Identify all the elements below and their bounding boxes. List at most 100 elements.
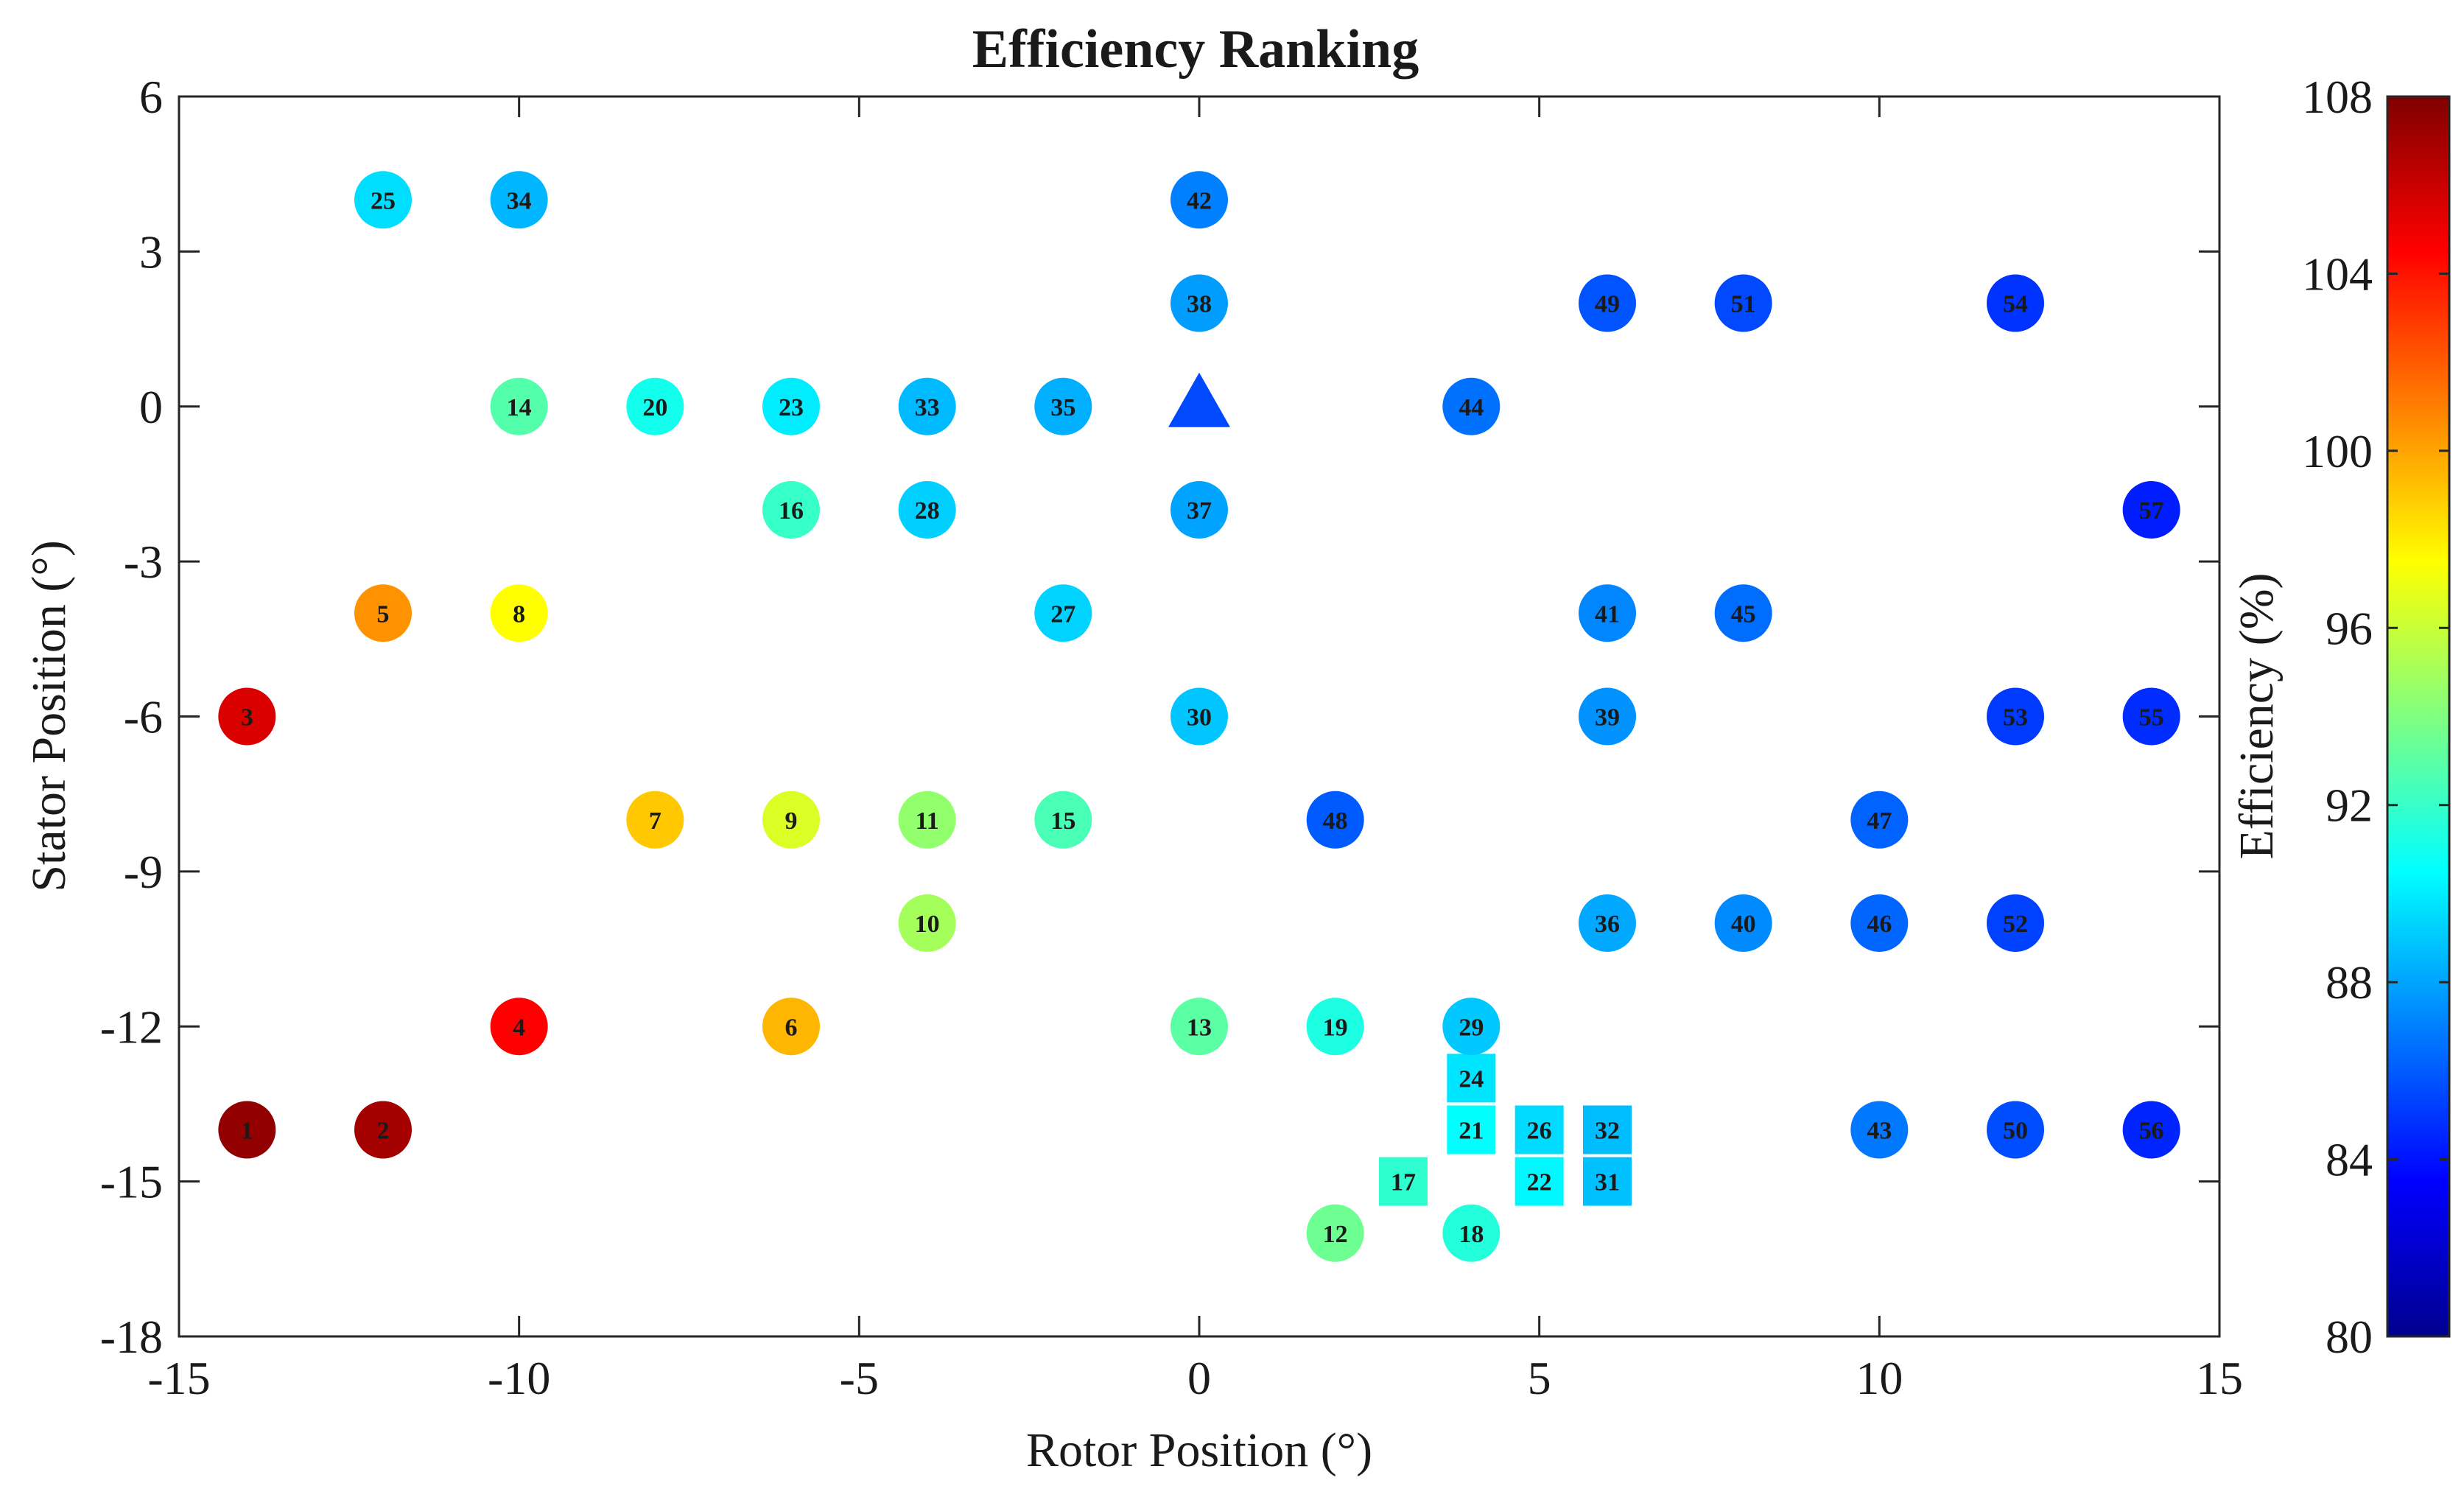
colorbar-tick-label: 96: [2326, 602, 2373, 654]
y-tick-label: -9: [124, 846, 163, 898]
data-point-circle: [1306, 998, 1364, 1056]
colorbar-axis: 80 84 88 92 96 100 104 108: [2302, 71, 2449, 1363]
y-tick-label: 6: [139, 71, 163, 123]
colorbar-tick-label: 108: [2302, 71, 2373, 123]
data-point-rank-label: 34: [507, 187, 532, 214]
data-point-rank-label: 19: [1323, 1014, 1348, 1041]
x-axis-label: Rotor Position (°): [1026, 1423, 1372, 1477]
data-point-rank-label: 47: [1867, 807, 1892, 835]
reference-triangle-marker: [1168, 372, 1230, 427]
data-point-rank-label: 31: [1595, 1169, 1620, 1196]
data-point-rank-label: 48: [1323, 807, 1348, 835]
data-point-rank-label: 41: [1595, 600, 1620, 628]
data-point-circle: [1442, 1204, 1500, 1262]
x-tick-label: -10: [488, 1352, 550, 1404]
data-point-circle: [354, 584, 412, 642]
y-tick-label: -18: [100, 1311, 163, 1363]
data-point-rank-label: 20: [642, 394, 667, 421]
data-point-rank-label: 51: [1731, 291, 1756, 318]
data-point-circle: [354, 171, 412, 229]
data-point-circle: [626, 377, 684, 435]
x-tick-label: 15: [2196, 1352, 2243, 1404]
data-point-rank-label: 14: [507, 394, 532, 421]
colorbar-tick-label: 84: [2326, 1134, 2373, 1186]
data-point-square: [1583, 1157, 1632, 1206]
data-point-circle: [1170, 274, 1228, 332]
data-point-rank-label: 42: [1187, 187, 1212, 214]
data-point-rank-label: 32: [1595, 1118, 1620, 1145]
data-point-circle: [2122, 687, 2180, 746]
data-point-rank-label: 28: [915, 497, 940, 525]
data-point-square: [1514, 1105, 1564, 1154]
colorbar-tick-label: 80: [2326, 1311, 2373, 1363]
data-point-circle: [1987, 894, 2044, 952]
y-tick-label: -6: [124, 691, 163, 743]
data-point-rank-label: 18: [1459, 1221, 1484, 1248]
colorbar-tick-label: 88: [2326, 956, 2373, 1009]
data-point-circle: [1987, 1101, 2044, 1159]
data-point-rank-label: 13: [1187, 1014, 1212, 1041]
data-point-rank-label: 35: [1050, 394, 1075, 421]
data-point-circle: [1579, 274, 1636, 332]
data-point-circle: [626, 791, 684, 849]
data-point-rank-label: 21: [1459, 1118, 1484, 1145]
data-point-rank-label: 56: [2139, 1118, 2164, 1145]
data-point-circle: [218, 687, 276, 746]
data-point-rank-label: 44: [1459, 394, 1484, 421]
data-point-circle: [1306, 791, 1364, 849]
data-point-rank-label: 53: [2003, 704, 2028, 732]
data-point-rank-label: 15: [1050, 807, 1075, 835]
data-point-square: [1447, 1054, 1496, 1103]
data-point-rank-label: 27: [1050, 600, 1075, 628]
data-point-rank-label: 17: [1391, 1169, 1416, 1196]
x-tick-label: 5: [1528, 1352, 1551, 1404]
data-point-circle: [1170, 998, 1228, 1056]
data-point-rank-label: 52: [2003, 911, 2028, 938]
colorbar-tick-label: 104: [2302, 248, 2373, 300]
data-point-circle: [1170, 481, 1228, 539]
data-point-circle: [898, 894, 956, 952]
data-point-rank-label: 7: [649, 807, 661, 835]
data-point-rank-label: 4: [513, 1014, 525, 1041]
data-point-rank-label: 30: [1187, 704, 1212, 732]
data-point-rank-label: 50: [2003, 1118, 2028, 1145]
data-point-circle: [2122, 1101, 2180, 1159]
y-tick-label: -15: [100, 1156, 163, 1208]
data-point-rank-label: 43: [1867, 1118, 1892, 1145]
data-point-circle: [1034, 377, 1092, 435]
data-point-rank-label: 45: [1731, 600, 1756, 628]
data-point-circle: [490, 377, 548, 435]
data-point-circle: [1714, 274, 1772, 332]
data-point-circle: [762, 377, 820, 435]
data-point-circle: [1987, 274, 2044, 332]
data-point-circle: [1850, 791, 1909, 849]
y-tick-label: -12: [100, 1000, 163, 1053]
y-axis-label: Stator Position (°): [22, 540, 76, 891]
data-point-rank-label: 3: [241, 704, 253, 732]
data-point-circle: [1170, 171, 1228, 229]
data-point-circle: [1579, 687, 1636, 746]
x-axis: -15 -10 -5 0 5 10 15: [147, 97, 2243, 1404]
data-point-rank-label: 1: [241, 1118, 253, 1145]
data-point-circle: [490, 171, 548, 229]
data-point-rank-label: 38: [1187, 291, 1212, 318]
x-tick-label: 10: [1856, 1352, 1903, 1404]
data-point-rank-label: 33: [915, 394, 940, 421]
colorbar-tick-label: 92: [2326, 779, 2373, 832]
data-point-circle: [898, 481, 956, 539]
data-point-rank-label: 57: [2139, 497, 2164, 525]
data-markers: 1 234567891011121314151617181920212223242…: [218, 171, 2180, 1262]
chart-title: Efficiency Ranking: [972, 19, 1419, 80]
data-point-rank-label: 39: [1595, 704, 1620, 732]
data-point-circle: [1579, 894, 1636, 952]
data-point-rank-label: 8: [513, 600, 525, 628]
data-point-square: [1514, 1157, 1564, 1206]
data-point-rank-label: 36: [1595, 911, 1620, 938]
data-point-rank-label: 55: [2139, 704, 2164, 732]
data-point-square: [1447, 1105, 1496, 1154]
data-point-circle: [1850, 1101, 1909, 1159]
colorbar-tick-label: 100: [2302, 425, 2373, 477]
data-point-rank-label: 22: [1527, 1169, 1552, 1196]
data-point-rank-label: 9: [785, 807, 798, 835]
data-point-circle: [1579, 584, 1636, 642]
